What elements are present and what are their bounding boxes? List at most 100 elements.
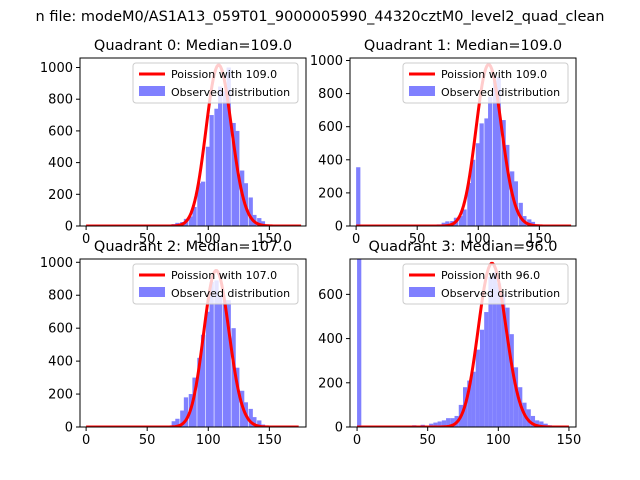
legend-label-poisson: Poission with 109.0	[171, 68, 277, 81]
histogram-bar	[462, 209, 467, 226]
x-tick-label: 150	[557, 433, 582, 448]
subplot-title: Quadrant 3: Median=96.0	[369, 239, 558, 255]
subplot-title: Quadrant 0: Median=109.0	[94, 38, 292, 54]
legend-label-poisson: Poission with 109.0	[441, 68, 547, 81]
histogram-bar	[192, 206, 197, 226]
legend-label-poisson: Poission with 107.0	[171, 269, 277, 282]
histogram-bar	[235, 367, 240, 427]
histogram-bar	[222, 91, 228, 226]
histogram-bar	[180, 410, 185, 427]
histogram-bar	[231, 328, 236, 427]
histogram-bar	[501, 294, 506, 427]
histogram-bar	[192, 377, 197, 427]
x-tick-label: 150	[257, 433, 282, 448]
legend: Poission with 109.0 Observed distribution	[132, 62, 299, 104]
legend-bar-swatch	[409, 86, 435, 96]
x-tick-label: 0	[82, 433, 90, 448]
subplot-quadrant-0: 0 50 100 150 0 200 400 600 800 1000 Quadrant 0: Me…	[40, 38, 307, 247]
x-tick-label: 100	[196, 433, 221, 448]
histogram-bar	[231, 122, 236, 226]
histogram-bar	[209, 282, 214, 427]
x-tick-label: 50	[139, 433, 156, 448]
y-tick-label: 200	[48, 388, 73, 403]
histogram-bar	[527, 219, 532, 226]
histogram-bar	[218, 86, 223, 226]
y-tick-label: 200	[318, 186, 343, 201]
histogram-bar	[197, 357, 202, 427]
histogram-bar	[492, 272, 497, 427]
legend-label-observed: Observed distribution	[171, 86, 290, 99]
legend-box	[132, 62, 299, 104]
histogram-bar	[257, 420, 262, 427]
subplot-quadrant-1: 0 50 100 150 0 200 400 600 800 1000 Quadrant 1: Me…	[310, 38, 577, 247]
plot-area	[356, 259, 570, 427]
histogram-bar	[200, 334, 206, 427]
histogram-bar	[218, 295, 223, 427]
histogram-bar	[488, 276, 493, 427]
legend-label-poisson: Poission with 96.0	[441, 269, 540, 282]
histogram-bar	[226, 300, 231, 427]
histogram-bar	[526, 409, 531, 427]
histogram-bar	[505, 307, 510, 427]
histogram-bar	[467, 182, 472, 226]
y-tick-label: 1000	[40, 61, 73, 76]
y-tick-label: 0	[65, 220, 73, 235]
histogram-bar	[479, 329, 485, 427]
subplot-quadrant-2: 0 50 100 150 0 200 400 600 800 1000 Quadrant 2: Me…	[40, 239, 307, 448]
y-tick-label: 0	[335, 220, 343, 235]
y-tick-label: 600	[48, 322, 73, 337]
y-tick-label: 1000	[310, 54, 343, 69]
axes-frame	[349, 57, 577, 227]
y-tick-label: 1000	[40, 256, 73, 271]
histogram-bar	[475, 143, 481, 226]
x-tick-label: 150	[257, 232, 282, 247]
histogram-bar	[214, 280, 219, 427]
histogram-bar	[450, 418, 455, 427]
histogram-bar	[539, 421, 544, 427]
histogram-bar	[222, 300, 228, 427]
x-tick-label: 50	[419, 433, 436, 448]
y-tick-label: 600	[48, 124, 73, 139]
legend-box	[402, 263, 569, 305]
histogram-bar	[488, 96, 493, 226]
histogram-bar	[437, 421, 442, 427]
x-tick-label: 0	[352, 232, 360, 247]
x-tick-label: 100	[486, 433, 511, 448]
y-tick-label: 400	[48, 355, 73, 370]
histogram-bar	[458, 216, 463, 226]
histogram-bar	[433, 422, 438, 427]
y-tick-label: 800	[48, 93, 73, 108]
subplot-title: Quadrant 2: Median=107.0	[94, 239, 292, 255]
legend-box	[402, 62, 569, 104]
histogram-bar	[471, 371, 476, 427]
legend-bar-swatch	[409, 287, 435, 297]
histogram-bar	[518, 202, 523, 226]
histogram-bar	[356, 167, 361, 226]
y-tick-label: 0	[335, 421, 343, 436]
histogram-bar	[205, 146, 211, 226]
poisson-curve	[356, 261, 570, 427]
legend-bar-swatch	[139, 287, 165, 297]
x-tick-label: 100	[196, 232, 221, 247]
x-tick-label: 0	[353, 433, 361, 448]
histogram-bar	[492, 80, 498, 226]
legend: Poission with 107.0 Observed distribution	[132, 263, 299, 305]
histogram-bar	[441, 222, 446, 226]
y-tick-label: 800	[318, 87, 343, 102]
x-tick-label: 0	[82, 232, 90, 247]
histogram-bar	[496, 283, 502, 427]
y-tick-label: 200	[48, 188, 73, 203]
figure-suptitle: n file: modeM0/AS1A13_059T01_9000005990_…	[36, 9, 605, 25]
histogram-bar	[175, 418, 180, 427]
axes-frame	[79, 57, 307, 227]
histogram-bar	[248, 197, 253, 226]
y-tick-label: 600	[318, 288, 343, 303]
histogram-bar	[509, 334, 514, 427]
histogram-bar	[445, 221, 450, 226]
y-tick-label: 400	[318, 332, 343, 347]
histogram-bar	[501, 120, 506, 226]
legend: Poission with 96.0 Observed distribution	[402, 263, 569, 305]
histogram-bar	[467, 380, 472, 427]
histogram-bar	[535, 420, 540, 427]
y-tick-label: 400	[318, 153, 343, 168]
